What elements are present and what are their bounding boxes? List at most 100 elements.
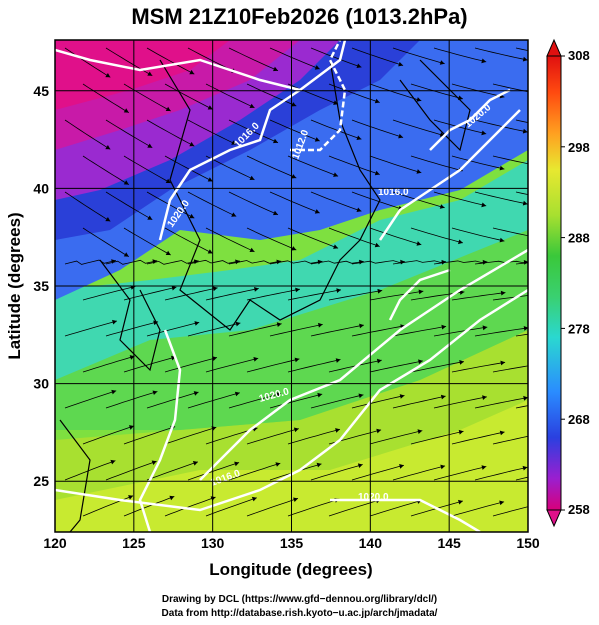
streamline <box>164 287 218 301</box>
streamline <box>82 83 129 113</box>
streamline-arrowhead <box>192 461 198 466</box>
streamline-arrowhead <box>481 465 487 470</box>
streamline-arrowhead <box>153 320 159 326</box>
streamline-arrowhead <box>565 259 570 264</box>
streamline <box>474 119 528 133</box>
streamline <box>410 83 464 100</box>
streamline <box>351 47 404 66</box>
streamline <box>105 460 157 481</box>
streamline <box>146 322 200 337</box>
streamline-arrowhead <box>458 95 463 101</box>
streamline-arrowhead <box>335 428 340 433</box>
streamline <box>433 191 487 207</box>
streamline <box>410 361 465 373</box>
streamline-arrowhead <box>359 259 364 265</box>
streamline <box>474 47 528 61</box>
streamline-arrowhead <box>441 259 447 265</box>
streamline-arrowhead <box>235 259 240 265</box>
streamline-arrowhead <box>541 164 546 169</box>
streamline <box>410 155 464 172</box>
isobar-line <box>378 109 521 241</box>
streamline <box>105 47 153 77</box>
streamline <box>310 191 362 212</box>
colorbar: 308 298 288 278 268 258 <box>546 38 590 528</box>
streamline <box>123 83 171 112</box>
streamline-arrowhead <box>110 459 116 465</box>
streamline-arrowhead <box>128 495 134 500</box>
streamline-arrowhead <box>189 141 195 147</box>
streamline-arrowhead <box>235 321 241 327</box>
streamline-arrowhead <box>231 140 237 145</box>
streamline <box>310 260 364 265</box>
streamline-arrowhead <box>171 285 177 291</box>
streamline <box>492 365 528 373</box>
streamline <box>351 119 404 138</box>
streamline <box>310 119 362 140</box>
x-axis-label: Longitude (degrees) <box>209 560 372 579</box>
streamline <box>105 391 158 409</box>
streamline-arrowhead <box>111 389 117 395</box>
streamline-arrowhead <box>356 207 362 212</box>
streamline <box>164 496 216 517</box>
streamline-arrowhead <box>458 429 464 435</box>
streamline <box>164 357 218 373</box>
x-tick-label: 130 <box>201 535 225 551</box>
colorbar-tick-label: 288 <box>568 231 590 246</box>
streamline-arrowhead <box>316 462 322 468</box>
streamline-arrowhead <box>459 290 465 295</box>
streamline <box>369 290 424 301</box>
streamline <box>515 476 528 481</box>
streamline <box>146 391 199 409</box>
streamline-arrowhead <box>542 291 547 296</box>
colorbar-tick-label: 308 <box>568 48 590 63</box>
streamline-arrowhead <box>253 357 259 362</box>
y-axis-label: Latitude (degrees) <box>5 212 24 359</box>
streamline <box>123 426 176 445</box>
isobar-label: 1016.0 <box>378 187 409 198</box>
streamline <box>82 425 135 445</box>
streamline-arrowhead <box>165 178 171 183</box>
streamline-arrowhead <box>293 497 298 502</box>
streamline <box>392 326 447 337</box>
streamline <box>351 325 406 337</box>
streamline-arrowhead <box>481 202 487 208</box>
streamline-arrowhead <box>356 135 362 140</box>
streamline-arrowhead <box>439 60 445 65</box>
streamline-arrowhead <box>333 244 339 249</box>
streamline-arrowhead <box>399 464 404 469</box>
streamline-arrowhead <box>376 428 382 434</box>
streamline <box>187 322 241 337</box>
x-tick-label: 145 <box>437 535 461 551</box>
streamline <box>228 191 279 216</box>
streamline <box>164 155 213 182</box>
streamline-arrowhead <box>356 63 362 68</box>
streamline-arrowhead <box>374 98 380 104</box>
streamline-arrowhead <box>189 213 195 219</box>
streamline-arrowhead <box>273 138 278 144</box>
streamline-arrowhead <box>335 358 341 363</box>
streamline-arrowhead <box>583 362 588 367</box>
streamline-arrowhead <box>165 250 171 255</box>
streamline-arrowhead <box>582 432 587 437</box>
streamline-arrowhead <box>147 215 153 220</box>
streamline <box>451 431 505 445</box>
streamline-arrowhead <box>398 133 404 139</box>
plot-frame <box>54 39 529 533</box>
streamline-arrowhead <box>499 165 505 171</box>
streamline-arrowhead <box>317 259 323 265</box>
streamline <box>287 428 341 445</box>
colorbar-tick-label: 298 <box>568 140 590 155</box>
streamline <box>492 227 528 237</box>
streamline-arrowhead <box>231 212 237 217</box>
streamline <box>187 392 240 409</box>
streamline-arrowhead <box>333 172 339 177</box>
streamline <box>64 460 116 481</box>
streamline <box>474 191 528 205</box>
streamline-arrowhead <box>440 394 446 400</box>
streamline-arrowhead <box>207 249 213 254</box>
streamline <box>269 119 320 142</box>
streamline-arrowhead <box>169 495 175 501</box>
streamline <box>410 430 464 445</box>
streamline-arrowhead <box>541 92 546 97</box>
streamline-arrowhead <box>499 500 505 506</box>
